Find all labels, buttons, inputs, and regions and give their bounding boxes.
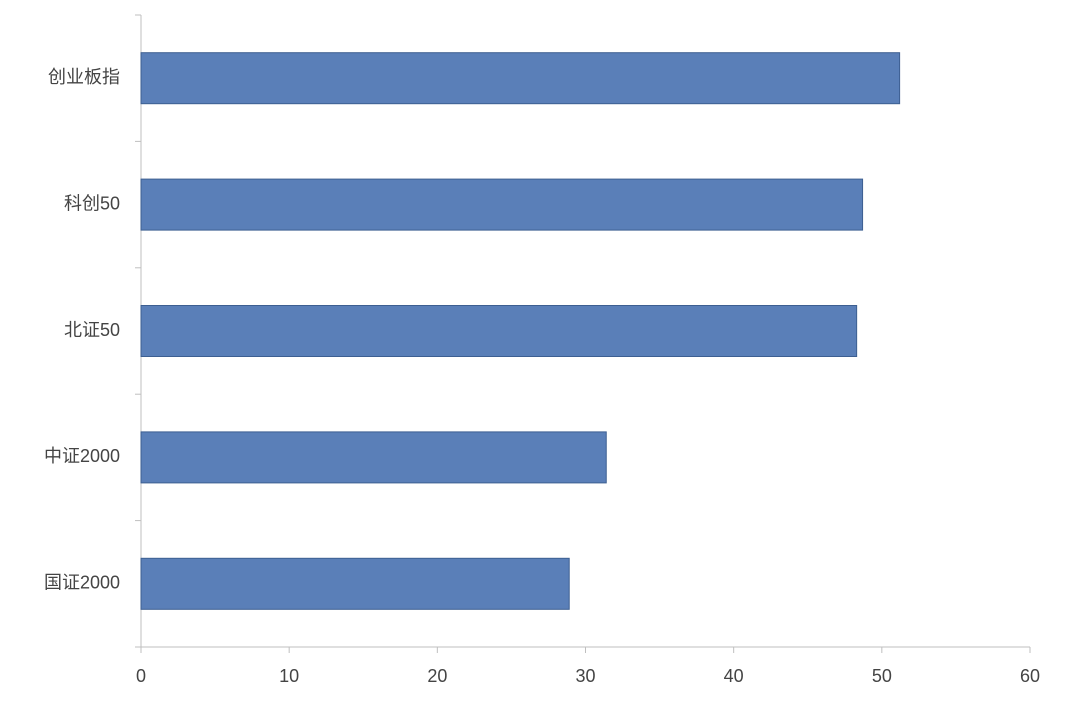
bar [140,178,864,231]
x-tick-label: 20 [427,666,447,686]
y-tick-label: 中证2000 [44,446,120,466]
y-tick-label: 创业板指 [48,67,120,87]
y-tick-label: 北证50 [64,320,120,340]
y-tick-label: 国证2000 [44,573,120,593]
x-tick-label: 60 [1020,666,1040,686]
x-tick-label: 0 [136,666,146,686]
x-tick-label: 40 [724,666,744,686]
bar [140,305,858,357]
bar [140,557,570,610]
bar [140,431,607,484]
y-tick-label: 科创50 [64,193,120,213]
x-tick-label: 30 [575,666,595,686]
x-tick-label: 10 [279,666,299,686]
bar [140,52,901,105]
x-tick-label: 50 [872,666,892,686]
